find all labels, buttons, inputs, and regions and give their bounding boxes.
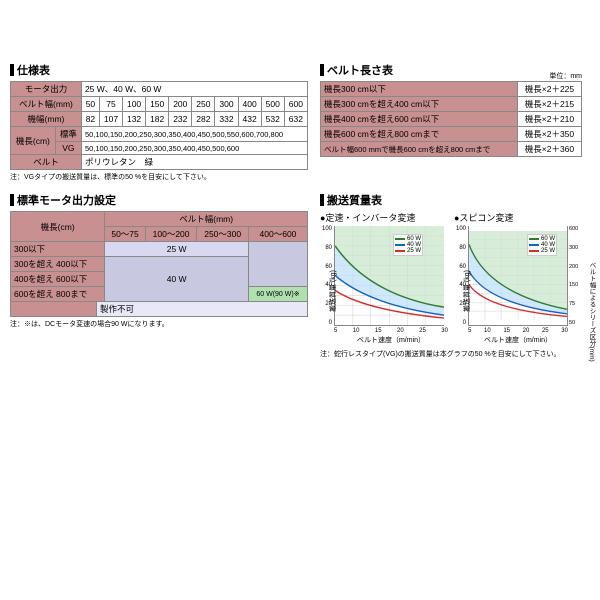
motor-val-na: 製作不可 (97, 302, 308, 317)
chart2-title: ●スピコン変速 (454, 211, 582, 224)
motor-table-title: 標準モータ出力設定 (10, 192, 308, 208)
motor-val: 25 W (105, 242, 249, 257)
spec-cell: 250 (192, 97, 215, 112)
belt-length-unit: 単位：mm (549, 71, 582, 81)
spec-cell: 632 (284, 112, 307, 127)
motor-col-header: ベルト幅(mm) (105, 212, 308, 227)
spec-cell: 500 (261, 97, 284, 112)
chart-legend: 60 W 40 W 25 W (527, 234, 557, 256)
spec-cell: 200 (169, 97, 192, 112)
motor-val: 40 W (105, 257, 249, 302)
spec-cell: 282 (192, 112, 215, 127)
x-ticks: 51015202530 (468, 328, 568, 334)
x-label: ベルト速度（m/min） (468, 335, 568, 345)
spec-table-section: 仕様表 モータ出力 25 W、40 W、60 W ベルト幅(mm) 50 75 … (10, 62, 308, 182)
x-label: ベルト速度（m/min） (334, 335, 448, 345)
belt-length-section: ベルト長さ表 単位：mm 機長300 cm以下機長×2＋225 機長300 cm… (320, 62, 582, 182)
motor-row-header: 機長(cm) (11, 212, 105, 242)
spec-cell: 50 (81, 97, 99, 112)
bl-cond: 機長400 cmを超え600 cm以下 (321, 112, 518, 127)
spec-cell: 25 W、40 W、60 W (81, 82, 307, 97)
chart-legend: 60 W 40 W 25 W (393, 234, 423, 256)
spec-cell: 332 (215, 112, 238, 127)
spec-cell: 107 (99, 112, 122, 127)
spec-cell: ポリウレタン 緑 (81, 155, 307, 170)
spec-cell: 232 (169, 112, 192, 127)
motor-col: 250～300 (197, 227, 249, 242)
charts-section: 搬送質量表 ●定速・インバータ変速 搬送質量 (kg) (320, 192, 582, 359)
charts-title: 搬送質量表 (320, 192, 582, 208)
spec-table-title: 仕様表 (10, 62, 308, 78)
bl-calc: 機長×2＋215 (517, 97, 581, 112)
y2-label: ベルト幅によるシリーズ区分(mm) (586, 262, 596, 362)
motor-row: 600を超え 800まで (11, 287, 105, 302)
spec-sublabel: VG (55, 142, 81, 155)
spec-row-label: ベルト幅(mm) (11, 97, 82, 112)
spec-note: 注：VGタイプの搬送質量は、標準の50 %を目安にして下さい。 (10, 172, 308, 182)
motor-col: 400～600 (248, 227, 307, 242)
charts-note: 注：蛇行レスタイプ(VG)の搬送質量は本グラフの50 %を目安にして下さい。 (320, 349, 582, 359)
spec-cell: 432 (238, 112, 261, 127)
motor-row (11, 302, 97, 317)
spec-cell: 532 (261, 112, 284, 127)
chart-2: ●スピコン変速 搬送質量 (kg) ベルト幅によるシリーズ区分(mm) (454, 211, 582, 345)
bl-calc: 機長×2＋350 (517, 127, 581, 142)
chart-svg (334, 226, 444, 326)
bl-cond: 機長300 cmを超え400 cm以下 (321, 97, 518, 112)
motor-row: 400を超え 600以下 (11, 272, 105, 287)
y2-ticks: 6003002001507550 (569, 226, 582, 326)
motor-table-section: 標準モータ出力設定 機長(cm) ベルト幅(mm) 50～75 100～200 … (10, 192, 308, 359)
x-ticks: 51015202530 (334, 328, 448, 334)
bl-cond: ベルト幅600 mmで機長600 cmを超え800 cmまで (321, 142, 518, 157)
motor-row: 300を超え 400以下 (11, 257, 105, 272)
spec-row-label: 機長(cm) (11, 127, 56, 155)
spec-cell: 132 (123, 112, 146, 127)
motor-val: 60 W(90 W)※ (248, 287, 307, 302)
spec-row-label: ベルト (11, 155, 82, 170)
chart1-title: ●定速・インバータ変速 (320, 211, 448, 224)
motor-col: 50～75 (105, 227, 145, 242)
spec-sublabel: 標準 (55, 127, 81, 142)
spec-cell: 300 (215, 97, 238, 112)
motor-col: 100～200 (145, 227, 197, 242)
bl-calc: 機長×2＋225 (517, 82, 581, 97)
chart-1: ●定速・インバータ変速 搬送質量 (kg) (320, 211, 448, 345)
belt-length-title: ベルト長さ表 (320, 62, 393, 78)
spec-row-label: モータ出力 (11, 82, 82, 97)
motor-row: 300以下 (11, 242, 105, 257)
spec-cell: 600 (284, 97, 307, 112)
spec-cell: 400 (238, 97, 261, 112)
y-ticks: 100806040200 (320, 226, 332, 326)
spec-cell: 75 (99, 97, 122, 112)
bl-cond: 機長600 cmを超え800 cmまで (321, 127, 518, 142)
spec-row-label: 機幅(mm) (11, 112, 82, 127)
motor-note: 注：※は、DCモータ変速の場合90 Wになります。 (10, 319, 308, 329)
y-ticks: 100806040200 (454, 226, 466, 326)
spec-cell: 182 (146, 112, 169, 127)
bl-calc: 機長×2＋210 (517, 112, 581, 127)
spec-cell: 82 (81, 112, 99, 127)
bl-calc: 機長×2＋360 (517, 142, 581, 157)
spec-cell: 150 (146, 97, 169, 112)
bl-cond: 機長300 cm以下 (321, 82, 518, 97)
spec-cell: 100 (123, 97, 146, 112)
spec-cell: 50,100,150,200,250,300,350,400,450,500,5… (81, 127, 307, 142)
spec-cell: 50,100,150,200,250,300,350,400,450,500,6… (81, 142, 307, 155)
